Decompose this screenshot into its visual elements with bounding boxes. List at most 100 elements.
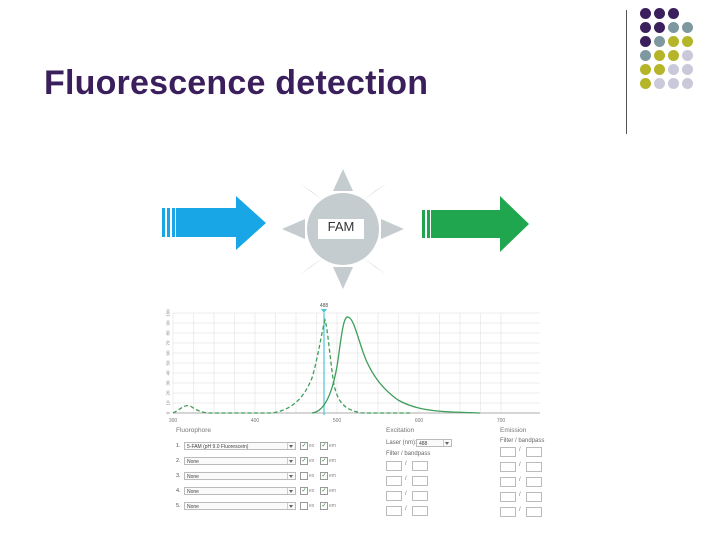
excitation-checkbox[interactable] <box>300 502 308 510</box>
excitation-checkbox[interactable]: ✓ <box>300 442 308 450</box>
emission-checkbox[interactable]: ✓ <box>320 487 328 495</box>
decorative-dot <box>654 50 665 61</box>
fluorophore-row-number: 5. <box>176 503 181 509</box>
excitation-checkbox[interactable]: ✓ <box>300 457 308 465</box>
excitation-bandpass-input[interactable] <box>412 476 428 486</box>
em-label: em <box>329 503 336 509</box>
y-tick-label: 90 <box>166 320 171 326</box>
fluorophore-select-value: None <box>187 459 199 465</box>
emission-filter-label: Filter / bandpass <box>500 438 545 444</box>
excitation-filter-separator: / <box>405 491 407 497</box>
decorative-dot <box>640 50 651 61</box>
x-tick-labels: 300 400 500 600 700 <box>169 418 506 424</box>
decorative-dot <box>654 64 665 75</box>
emission-bandpass-input[interactable] <box>526 477 542 487</box>
excitation-arrow-stripe <box>162 208 165 237</box>
excitation-spectrum-curve <box>172 317 412 414</box>
excitation-filter-input[interactable] <box>386 506 402 516</box>
fluorophore-row-number: 4. <box>176 488 181 494</box>
decorative-dot <box>668 78 679 89</box>
fluorophore-select-value: 5-FAM (pH 9.0 Fluorescein) <box>187 444 249 450</box>
laser-marker-label: 488 <box>320 303 329 309</box>
fluorophore-select-value: None <box>187 474 199 480</box>
emission-checkbox[interactable]: ✓ <box>320 472 328 480</box>
emission-filter-separator: / <box>519 507 521 513</box>
decorative-dot <box>668 50 679 61</box>
emission-filter-input[interactable] <box>500 447 516 457</box>
decorative-dot <box>682 50 693 61</box>
y-tick-label: 30 <box>166 380 171 386</box>
fluorophore-row-number: 3. <box>176 473 181 479</box>
emission-checkbox[interactable]: ✓ <box>320 442 328 450</box>
laser-select-value: 488 <box>419 441 428 447</box>
fluorophore-select-value: None <box>187 489 199 495</box>
ex-label: ex <box>309 473 315 479</box>
emission-filter-input[interactable] <box>500 477 516 487</box>
decorative-dot <box>654 8 665 19</box>
fluorophore-select[interactable]: None <box>184 472 296 480</box>
decorative-dot <box>640 22 651 33</box>
excitation-bandpass-input[interactable] <box>412 506 428 516</box>
excitation-arrow-stripe <box>167 208 170 237</box>
emission-checkbox[interactable]: ✓ <box>320 457 328 465</box>
excitation-arrow <box>162 196 266 250</box>
decorative-dot <box>682 78 693 89</box>
decorative-dot <box>668 36 679 47</box>
emission-filter-input[interactable] <box>500 462 516 472</box>
emission-filter-input[interactable] <box>500 492 516 502</box>
excitation-arrow-body <box>176 196 266 250</box>
fluorophore-select-value: None <box>187 504 199 510</box>
emission-bandpass-input[interactable] <box>526 492 542 502</box>
x-tick-label: 600 <box>415 418 424 424</box>
excitation-bandpass-input[interactable] <box>412 491 428 501</box>
excitation-filter-input[interactable] <box>386 476 402 486</box>
dye-label: FAM <box>318 219 364 239</box>
excitation-filter-input[interactable] <box>386 461 402 471</box>
fluorophore-row-number: 2. <box>176 458 181 464</box>
emission-bandpass-input[interactable] <box>526 447 542 457</box>
sun-ray <box>282 219 305 239</box>
y-tick-label: 100 <box>166 309 171 317</box>
excitation-bandpass-input[interactable] <box>412 461 428 471</box>
decorative-dot <box>668 8 679 19</box>
decorative-dot <box>682 64 693 75</box>
sun-ray <box>362 183 387 201</box>
excitation-checkbox[interactable] <box>300 472 308 480</box>
y-tick-label: 20 <box>166 390 171 396</box>
spectrum-viewer: 0 10 20 30 40 50 60 70 80 90 100 300 400 500 600 700 4… <box>162 300 545 517</box>
y-tick-labels: 0 10 20 30 40 50 60 70 80 90 100 <box>166 309 171 415</box>
emission-bandpass-input[interactable] <box>526 507 542 517</box>
decorative-dot <box>654 22 665 33</box>
y-tick-label: 60 <box>166 350 171 356</box>
y-tick-label: 50 <box>166 360 171 366</box>
fluorophore-select[interactable]: 5-FAM (pH 9.0 Fluorescein) <box>184 442 296 450</box>
em-label: em <box>329 443 336 449</box>
sun-ray <box>362 257 387 275</box>
fluorophore-select[interactable]: None <box>184 487 296 495</box>
emission-filter-separator: / <box>519 492 521 498</box>
sun-ray <box>333 169 353 191</box>
excitation-filter-separator: / <box>405 506 407 512</box>
title-divider-line <box>626 10 627 134</box>
decorative-dot <box>654 78 665 89</box>
emission-filter-input[interactable] <box>500 507 516 517</box>
fluorophore-select[interactable]: None <box>184 502 296 510</box>
emission-filter-separator: / <box>519 477 521 483</box>
laser-marker-icon <box>321 309 327 313</box>
emission-bandpass-input[interactable] <box>526 462 542 472</box>
chevron-down-icon <box>287 443 295 449</box>
excitation-filter-label: Filter / bandpass <box>386 451 431 457</box>
decorative-dot <box>640 8 651 19</box>
sun-ray <box>381 219 404 239</box>
excitation-filter-input[interactable] <box>386 491 402 501</box>
emission-spectrum-curve <box>311 316 481 414</box>
laser-select[interactable]: 488 <box>416 439 452 447</box>
fluorophore-select[interactable]: None <box>184 457 296 465</box>
y-tick-label: 0 <box>166 411 171 414</box>
ex-label: ex <box>309 488 315 494</box>
emission-arrow-stripe <box>427 210 430 238</box>
decorative-dot <box>668 64 679 75</box>
emission-checkbox[interactable]: ✓ <box>320 502 328 510</box>
ex-label: ex <box>309 443 315 449</box>
excitation-checkbox[interactable]: ✓ <box>300 487 308 495</box>
